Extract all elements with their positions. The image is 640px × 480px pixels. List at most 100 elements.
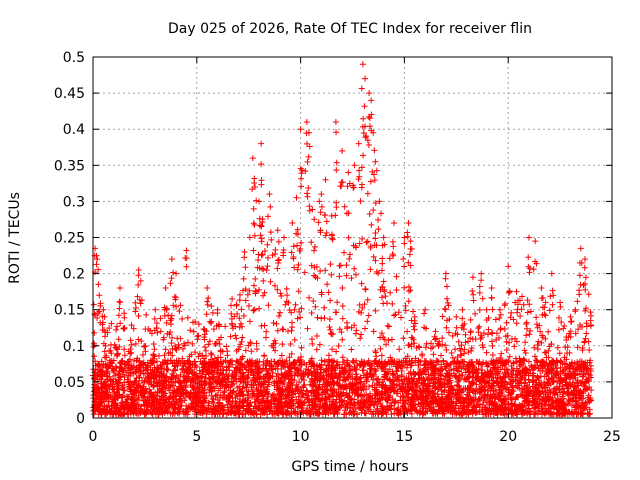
data-point: [581, 338, 588, 345]
data-point: [344, 323, 351, 330]
data-point: [255, 362, 262, 369]
data-point: [381, 288, 388, 295]
data-point: [317, 268, 324, 275]
data-point: [324, 281, 331, 288]
data-point: [268, 363, 275, 370]
data-point: [289, 324, 296, 331]
data-point: [171, 387, 178, 394]
data-point: [320, 369, 327, 376]
data-point: [179, 315, 186, 322]
data-point: [361, 301, 368, 308]
data-point: [308, 310, 315, 317]
data-point: [236, 315, 243, 322]
data-point: [322, 267, 329, 274]
data-point: [113, 326, 120, 333]
data-point: [242, 286, 249, 293]
data-point: [184, 314, 191, 321]
data-point: [577, 281, 584, 288]
data-point: [310, 272, 317, 279]
data-point: [298, 239, 305, 246]
data-point: [261, 247, 268, 254]
data-point: [535, 338, 542, 345]
data-point: [179, 346, 186, 353]
data-point: [409, 308, 416, 315]
data-point: [353, 271, 359, 278]
data-point: [163, 402, 170, 409]
data-point: [264, 383, 271, 390]
data-point: [206, 338, 213, 345]
data-point: [571, 360, 578, 367]
data-point: [556, 350, 563, 357]
data-point: [329, 346, 336, 353]
data-point: [233, 335, 240, 342]
data-point: [108, 350, 115, 357]
data-point: [533, 314, 540, 321]
data-point: [572, 383, 579, 390]
data-point: [306, 203, 313, 210]
data-point: [546, 307, 553, 314]
data-point: [364, 238, 371, 245]
data-point: [542, 335, 549, 342]
data-point: [311, 368, 318, 375]
data-point: [378, 394, 385, 401]
data-point: [176, 308, 183, 315]
data-point: [545, 347, 552, 354]
data-point: [304, 325, 311, 332]
data-point: [155, 352, 162, 359]
data-point: [121, 346, 128, 353]
data-point: [142, 411, 149, 418]
data-point: [135, 336, 142, 343]
data-point: [472, 310, 479, 317]
data-point: [306, 294, 313, 301]
data-point: [116, 368, 123, 375]
data-point: [417, 358, 424, 365]
data-point: [295, 261, 302, 268]
data-point: [415, 395, 422, 402]
data-point: [308, 262, 315, 269]
data-point: [332, 309, 339, 316]
data-point: [269, 369, 276, 376]
data-point: [238, 323, 245, 330]
data-point: [110, 366, 117, 373]
data-point: [523, 319, 530, 326]
data-point: [218, 334, 225, 341]
data-point: [378, 352, 385, 359]
data-point: [117, 320, 124, 327]
data-point: [513, 338, 520, 345]
data-point: [305, 184, 312, 191]
data-point: [157, 328, 164, 335]
data-point: [210, 361, 217, 368]
data-point: [393, 368, 400, 375]
data-point: [190, 328, 197, 335]
data-point: [403, 358, 410, 365]
data-point: [357, 198, 364, 205]
data-point: [352, 330, 359, 337]
data-point: [526, 301, 533, 308]
data-point: [560, 325, 567, 332]
data-point: [546, 377, 553, 384]
data-point: [357, 335, 364, 342]
data-point: [370, 207, 377, 214]
data-point: [518, 375, 525, 382]
data-point: [353, 371, 360, 378]
data-point: [411, 371, 418, 378]
data-point: [387, 354, 394, 361]
data-point: [261, 378, 268, 385]
data-point: [202, 380, 209, 387]
data-point: [106, 325, 113, 332]
data-point: [364, 318, 371, 325]
data-point: [249, 387, 256, 394]
data-point: [298, 305, 305, 312]
data-point: [223, 343, 230, 350]
data-point: [358, 387, 365, 394]
data-point: [415, 362, 422, 369]
data-point: [91, 329, 98, 336]
data-point: [336, 273, 343, 280]
data-point: [387, 289, 394, 296]
data-point: [130, 397, 137, 404]
data-point: [393, 286, 400, 293]
data-point: [467, 335, 474, 342]
data-point: [359, 235, 366, 242]
data-point: [312, 303, 319, 310]
data-point: [115, 336, 122, 343]
